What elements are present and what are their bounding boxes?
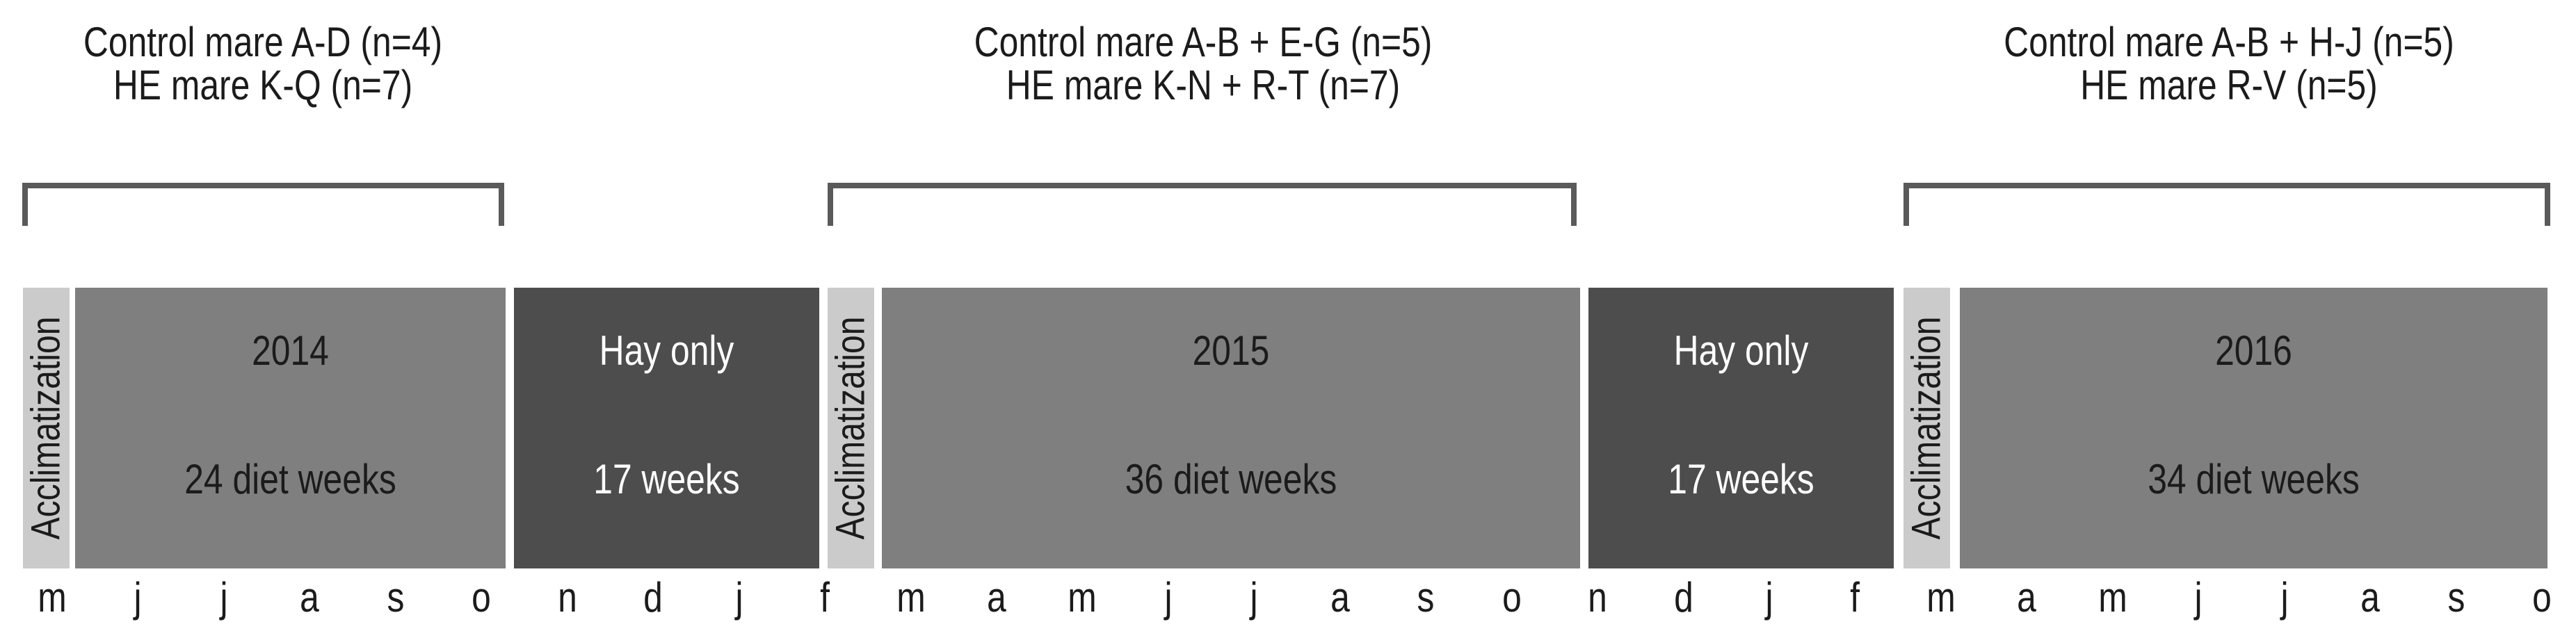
month-label: f bbox=[1850, 574, 1860, 621]
bracket-2014-left-tick bbox=[22, 183, 28, 226]
diet-2014-year: 2014 bbox=[252, 327, 329, 374]
month-label: j bbox=[2194, 574, 2203, 621]
acclimatization-label-1: Acclimatization bbox=[23, 316, 69, 540]
group-label-2015: Control mare A-B + E-G (n=5) HE mare K-N… bbox=[944, 21, 1463, 107]
month-label: j bbox=[735, 574, 743, 621]
hay-1-duration: 17 weeks bbox=[593, 456, 740, 502]
group-label-2014-line2: HE mare K-Q (n=7) bbox=[113, 62, 413, 108]
month-label: m bbox=[38, 574, 67, 621]
group-label-2016-line2: HE mare R-V (n=5) bbox=[2080, 62, 2378, 108]
month-label: n bbox=[1588, 574, 1607, 621]
group-label-2016-line1: Control mare A-B + H-J (n=5) bbox=[2004, 19, 2454, 65]
group-label-2015-line2: HE mare K-N + R-T (n=7) bbox=[1006, 62, 1401, 108]
month-label: a bbox=[2017, 574, 2037, 621]
diet-2014-duration: 24 diet weeks bbox=[184, 456, 396, 502]
month-label: m bbox=[2098, 574, 2127, 621]
acclimatization-box-1: Acclimatization bbox=[23, 288, 70, 568]
month-label: d bbox=[1673, 574, 1693, 621]
bracket-2014 bbox=[22, 183, 504, 226]
bracket-2015-bar bbox=[828, 183, 1577, 188]
diet-2015-year: 2015 bbox=[1192, 327, 1270, 374]
month-label: o bbox=[472, 574, 492, 621]
group-label-2015-line1: Control mare A-B + E-G (n=5) bbox=[974, 19, 1433, 65]
bracket-2015 bbox=[828, 183, 1577, 226]
bracket-2016-bar bbox=[1903, 183, 2550, 188]
diet-2015-duration: 36 diet weeks bbox=[1125, 456, 1337, 502]
month-label: a bbox=[1330, 574, 1350, 621]
month-label: a bbox=[2360, 574, 2380, 621]
bracket-2016-right-tick bbox=[2545, 183, 2550, 226]
month-label: o bbox=[1502, 574, 1522, 621]
hay-box-1: Hay only 17 weeks bbox=[514, 288, 819, 568]
month-label: j bbox=[1164, 574, 1173, 621]
month-label: m bbox=[1068, 574, 1097, 621]
acclimatization-label-3: Acclimatization bbox=[1903, 316, 1949, 540]
diet-box-2014: 2014 24 diet weeks bbox=[75, 288, 506, 568]
acclimatization-label-2: Acclimatization bbox=[828, 316, 874, 540]
hay-2-title: Hay only bbox=[1673, 327, 1809, 374]
bracket-2016 bbox=[1903, 183, 2550, 226]
month-label: n bbox=[557, 574, 577, 621]
month-label: j bbox=[2280, 574, 2289, 621]
hay-1-title: Hay only bbox=[599, 327, 734, 374]
bracket-2016-left-tick bbox=[1903, 183, 1909, 226]
month-label: s bbox=[387, 574, 405, 621]
month-label: j bbox=[134, 574, 142, 621]
hay-2-duration: 17 weeks bbox=[1668, 456, 1814, 502]
month-label: m bbox=[1926, 574, 1956, 621]
diet-box-2015: 2015 36 diet weeks bbox=[882, 288, 1580, 568]
bracket-2015-right-tick bbox=[1571, 183, 1577, 226]
group-label-2014-line1: Control mare A-D (n=4) bbox=[83, 19, 443, 65]
month-label: d bbox=[643, 574, 663, 621]
acclimatization-box-3: Acclimatization bbox=[1903, 288, 1950, 568]
month-label: s bbox=[2447, 574, 2465, 621]
month-label: a bbox=[987, 574, 1006, 621]
month-label: m bbox=[896, 574, 926, 621]
bracket-2014-bar bbox=[22, 183, 504, 188]
group-label-2014: Control mare A-D (n=4) HE mare K-Q (n=7) bbox=[3, 21, 523, 107]
bracket-2014-right-tick bbox=[499, 183, 504, 226]
diet-2016-duration: 34 diet weeks bbox=[2148, 456, 2360, 502]
hay-box-2: Hay only 17 weeks bbox=[1588, 288, 1894, 568]
month-label: o bbox=[2532, 574, 2552, 621]
month-label: j bbox=[1765, 574, 1773, 621]
month-label: s bbox=[1417, 574, 1435, 621]
month-label: a bbox=[300, 574, 320, 621]
bracket-2015-left-tick bbox=[828, 183, 833, 226]
group-label-2016: Control mare A-B + H-J (n=5) HE mare R-V… bbox=[1970, 21, 2489, 107]
month-label: j bbox=[1250, 574, 1258, 621]
diet-box-2016: 2016 34 diet weeks bbox=[1960, 288, 2547, 568]
acclimatization-box-2: Acclimatization bbox=[828, 288, 874, 568]
month-label: f bbox=[820, 574, 830, 621]
diet-2016-year: 2016 bbox=[2215, 327, 2292, 374]
month-label: j bbox=[220, 574, 228, 621]
